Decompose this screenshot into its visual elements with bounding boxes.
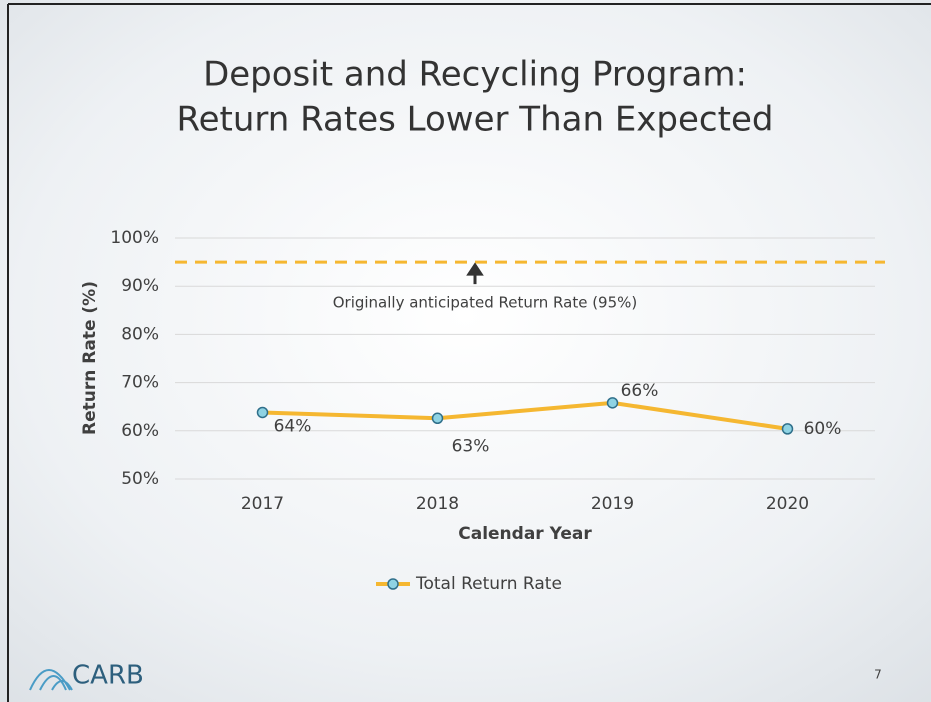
y-tick-label: 90% [121,276,159,296]
series-line [262,400,788,431]
title-line: Return Rates Lower Than Expected [177,100,774,140]
data-label: 63% [452,436,490,456]
y-tick-label: 60% [121,421,159,441]
logo-text: CARB [72,661,144,691]
x-tick-label: 2018 [416,494,459,514]
x-tick-label: 2017 [241,494,284,514]
annotation-arrow [466,262,484,285]
annotation: Originally anticipated Return Rate (95%) [333,294,638,312]
logo-icon [29,669,73,691]
x-tick-label: 2019 [591,494,634,514]
y-tick-label: 50% [121,469,159,489]
data-label: 66% [621,381,659,401]
series-marker [256,406,269,419]
title-line: Deposit and Recycling Program: [203,55,747,95]
x-tick-label: 2020 [766,494,809,514]
series-marker [606,397,619,409]
data-label: 64% [274,416,312,436]
logo: CARB [29,661,144,691]
legend-label: Total Return Rate [415,574,562,594]
data-label: 60% [804,419,842,439]
legend-marker [387,578,399,590]
y-tick-label: 80% [121,324,159,344]
y-tick-label: 70% [121,373,159,393]
series-marker [431,412,444,425]
slide-number: 7 [874,668,882,682]
series-marker [781,423,794,435]
y-tick-label: 100% [110,228,159,248]
y-axis-title: Return Rate (%) [80,281,100,435]
x-axis-title: Calendar Year [458,524,592,544]
